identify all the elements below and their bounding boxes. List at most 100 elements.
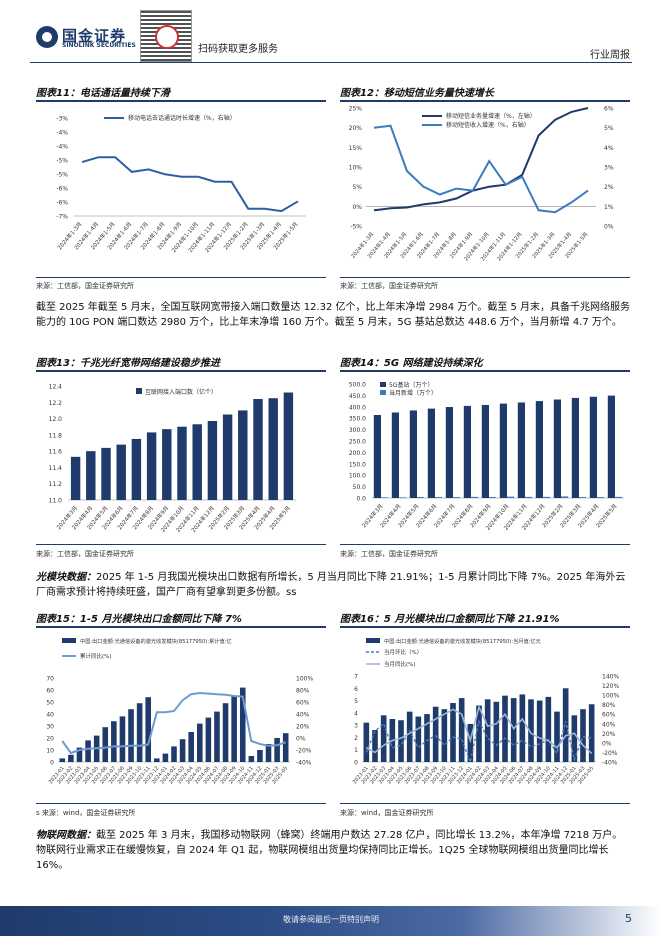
fig16-yl-tick-label: 6 bbox=[354, 686, 358, 693]
fig16-bar bbox=[458, 698, 465, 762]
fig16-yr-tick-label: 120% bbox=[602, 683, 619, 690]
fig13-bar bbox=[101, 447, 111, 500]
fig16-bar bbox=[510, 698, 517, 762]
fig14-legend-label-2: 当月新增（万个） bbox=[389, 389, 437, 397]
fig14-bar-monthly-new bbox=[399, 497, 407, 498]
fig16-yl-tick-label: 7 bbox=[354, 674, 358, 681]
fig13-title: 图表13：千兆光纤宽带网络建设稳步推进 bbox=[36, 358, 220, 369]
fig14-bar-monthly-new bbox=[417, 497, 425, 498]
fig16-bar bbox=[493, 701, 500, 762]
fig12-legend-label-1: 移动短信业务量增速（%，左轴） bbox=[446, 112, 536, 120]
fig16-bar bbox=[380, 715, 387, 762]
fig14-bar-base-stations bbox=[427, 408, 435, 498]
fig16-bar bbox=[554, 711, 560, 762]
fig13-bar bbox=[131, 438, 142, 500]
fig16-bar bbox=[545, 696, 552, 762]
fig13-bar bbox=[238, 410, 248, 500]
fig16-yl-tick-label: 5 bbox=[354, 698, 358, 705]
fig15-bar bbox=[179, 739, 186, 762]
fig11-y-tick-label: -4% bbox=[56, 144, 68, 151]
fig15-yoy-line bbox=[61, 691, 287, 755]
fig15-bar bbox=[119, 716, 126, 762]
fig16-yl-tick-label: 3 bbox=[354, 723, 358, 730]
fig14-y-tick-label: 300.0 bbox=[349, 427, 366, 434]
fig16-bar bbox=[519, 694, 526, 762]
fig14-chart: 500.0 450.0 400.0 350.0 300.0 250.0 200.0 150.0… bbox=[349, 381, 624, 532]
fig14-y-tick-label: 0.0 bbox=[356, 496, 366, 503]
fig11-y-tick-label: -7% bbox=[56, 214, 68, 221]
fig14-y-tick-label: 50.0 bbox=[353, 484, 367, 491]
fig15-bar bbox=[231, 696, 237, 762]
fig15-top-rule bbox=[36, 626, 326, 628]
fig15-bar bbox=[274, 738, 280, 762]
fig15-bar bbox=[205, 717, 212, 762]
fig14-y-tick-label: 150.0 bbox=[349, 461, 366, 468]
fig12-yr-tick-label: 2% bbox=[604, 184, 614, 191]
doc-type-label: 行业周报 bbox=[590, 50, 630, 61]
fig13-bar bbox=[222, 414, 233, 500]
fig14-bar-monthly-new bbox=[597, 497, 605, 498]
fig14-top-rule bbox=[340, 370, 630, 372]
fig12-bottom-rule bbox=[340, 277, 630, 278]
fig14-bar-monthly-new bbox=[579, 497, 587, 498]
fig12-yr-tick-label: 1% bbox=[604, 204, 614, 211]
fig15-yl-tick-label: 30 bbox=[46, 724, 54, 731]
fig12-yl-tick-label: 10% bbox=[349, 165, 363, 172]
fig15-yr-tick-label: 60% bbox=[296, 700, 310, 707]
fig13-legend-label: 互联网接入端口数（亿个） bbox=[145, 388, 217, 396]
fig14-bar-monthly-new bbox=[525, 496, 533, 498]
fig15-title: 图表15：1-5 月光模块出口金额同比下降 7% bbox=[36, 614, 242, 625]
fig11-top-rule bbox=[36, 100, 326, 102]
fig14-bar-base-stations bbox=[571, 397, 579, 498]
fig13-y-tick-label: 11.8 bbox=[49, 432, 63, 439]
fig16-top-rule bbox=[340, 626, 630, 628]
fig15-bar bbox=[265, 744, 272, 762]
fig14-source: 来源：工信部，国金证券研究所 bbox=[340, 550, 438, 558]
fig14-y-tick-label: 100.0 bbox=[349, 473, 366, 480]
fig16-title: 图表16：5 月光模块出口金额同比下降 21.91% bbox=[340, 614, 560, 625]
fig11-y-tick-label: -6% bbox=[56, 200, 68, 207]
fig16-legend-swatch-1 bbox=[366, 638, 380, 643]
fig11-y-tick-label: -4% bbox=[56, 130, 68, 137]
fig14-bar-monthly-new bbox=[489, 497, 497, 498]
fig15-legend-swatch-1 bbox=[62, 638, 76, 643]
fig14-y-tick-label: 250.0 bbox=[349, 439, 366, 446]
fig15-bar bbox=[85, 740, 91, 762]
header-divider bbox=[30, 62, 632, 63]
fig16-chart: 7 6 5 4 3 2 1 0 140% 120% 100% 80% 60% 40% 20% 0% -20% -4… bbox=[352, 637, 620, 785]
fig13-y-tick-label: 11.0 bbox=[49, 498, 63, 505]
fig16-yr-tick-label: 60% bbox=[602, 712, 616, 719]
para3-label: 物联网数据： bbox=[36, 830, 96, 841]
fig14-bar-base-stations bbox=[517, 402, 525, 498]
fig15-bar bbox=[214, 711, 220, 762]
qr-caption: 扫码获取更多服务 bbox=[198, 44, 278, 55]
fig15-bar bbox=[282, 733, 289, 762]
fig14-bar-monthly-new bbox=[615, 496, 623, 498]
fig13-y-tick-label: 12.2 bbox=[49, 400, 63, 407]
para2-label: 光模块数据： bbox=[36, 572, 96, 583]
fig14-bar-monthly-new bbox=[543, 496, 551, 498]
fig15-bar bbox=[154, 758, 160, 762]
fig16-mom-line bbox=[365, 719, 592, 765]
fig16-bar bbox=[441, 709, 448, 762]
paragraph-broadband: 截至 2025 年截至 5 月末，全国互联网宽带接入端口数量达 12.32 亿个… bbox=[36, 302, 631, 328]
fig12-yl-tick-label: 5% bbox=[352, 184, 362, 191]
fig13-bar bbox=[70, 456, 81, 500]
fig15-bar bbox=[248, 756, 255, 762]
fig14-y-tick-label: 450.0 bbox=[349, 393, 366, 400]
fig16-yoy-line bbox=[365, 704, 593, 754]
fig16-yr-tick-label: -20% bbox=[602, 750, 618, 757]
fig14-y-tick-label: 200.0 bbox=[349, 450, 366, 457]
footer-bar bbox=[0, 906, 662, 936]
fig14-bar-monthly-new bbox=[435, 497, 443, 498]
fig16-bar bbox=[588, 704, 595, 762]
fig16-bar bbox=[424, 714, 430, 762]
fig12-yl-tick-label: 15% bbox=[349, 145, 363, 152]
fig15-yr-tick-label: 80% bbox=[296, 688, 310, 695]
fig16-bar bbox=[571, 715, 578, 762]
fig15-chart: 70 60 50 40 30 20 10 0 100% 80% 60% 40% 20% 0% -20% -40… bbox=[46, 637, 313, 785]
fig14-y-tick-label: 500.0 bbox=[349, 382, 366, 389]
fig13-bar bbox=[162, 429, 172, 500]
fig16-yl-tick-label: 0 bbox=[354, 760, 358, 767]
fig15-yl-tick-label: 70 bbox=[46, 676, 54, 683]
